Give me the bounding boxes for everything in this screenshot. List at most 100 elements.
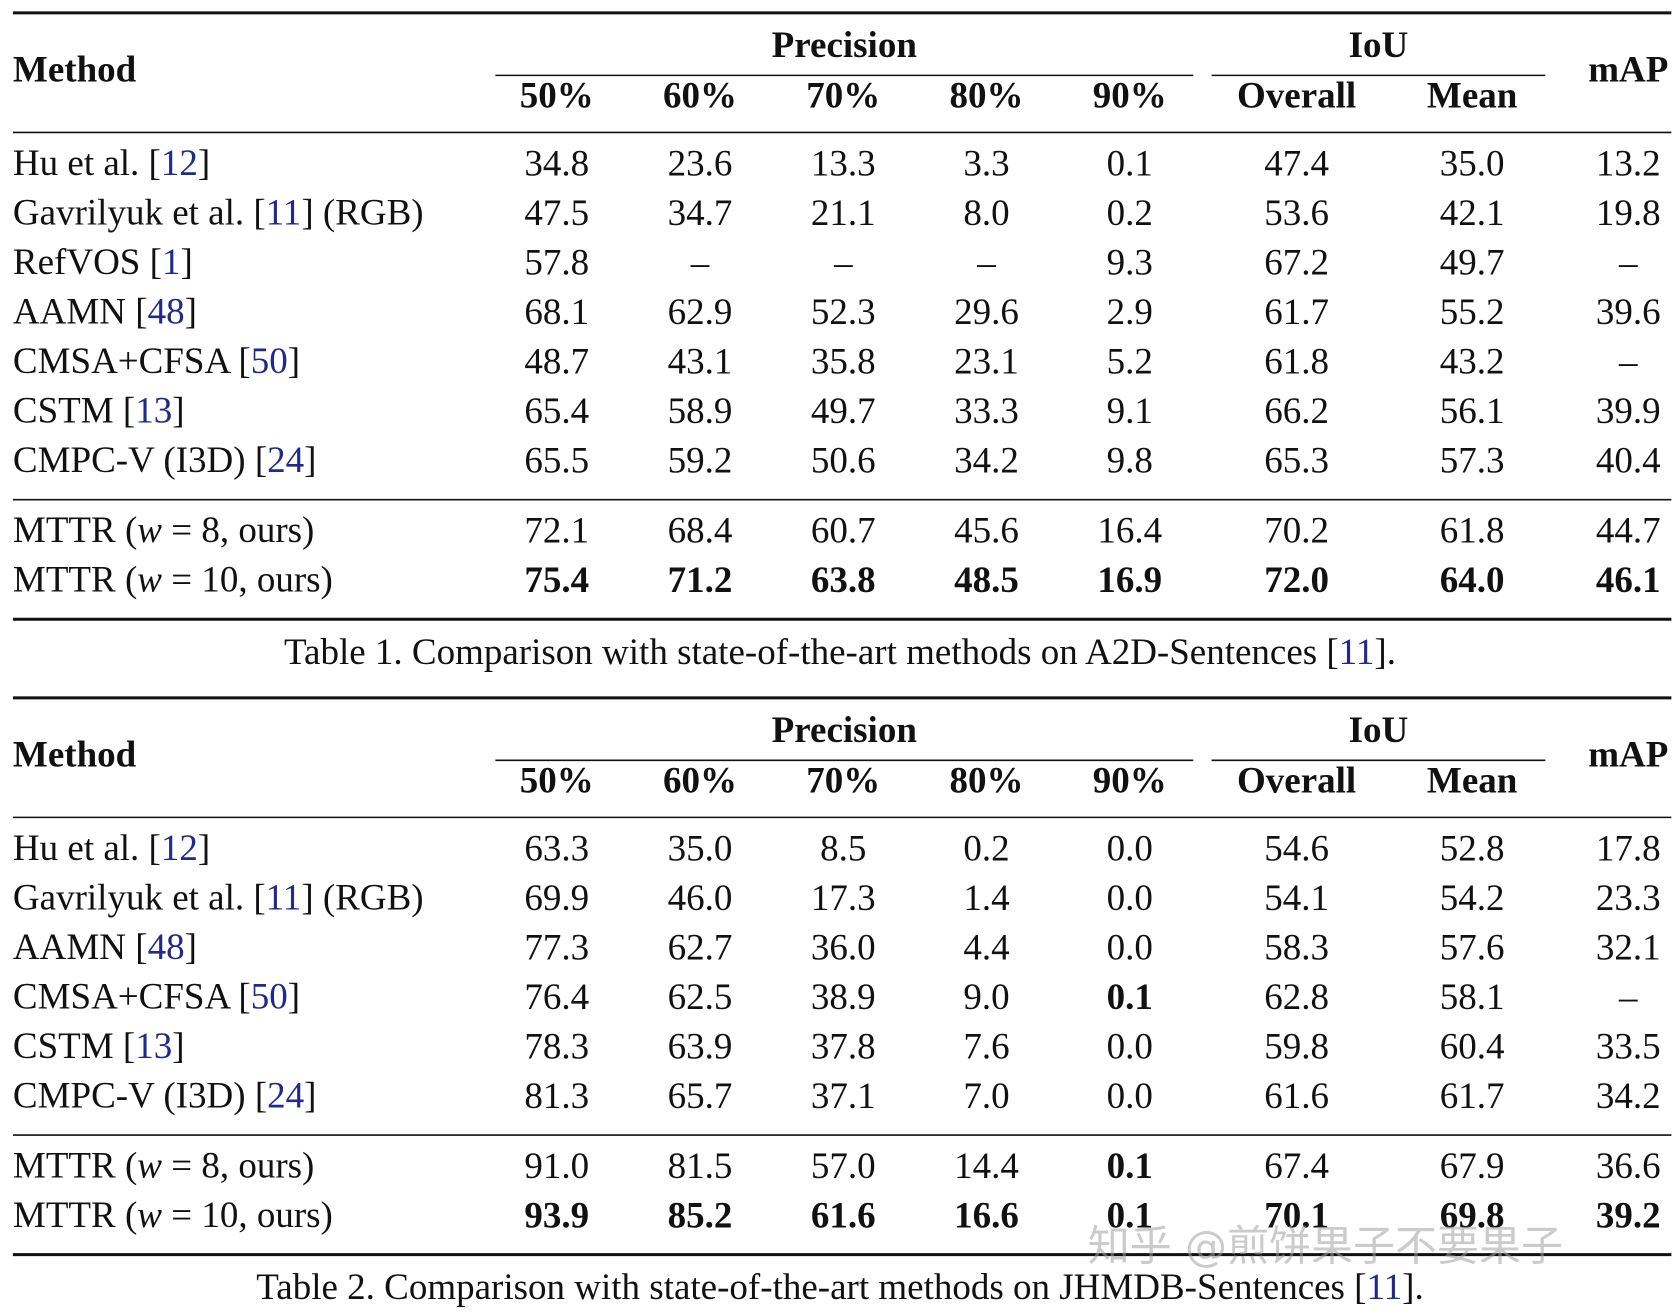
method-name: MTTR (w = 10, ours) (13, 560, 333, 601)
column-label: Mean (1427, 760, 1518, 801)
cell: – (833, 242, 853, 283)
group-label: IoU (1349, 25, 1409, 66)
cell: 52.3 (811, 292, 876, 333)
text-span: ] (198, 143, 210, 184)
text-span: Gavrilyuk et al. [ (13, 878, 266, 919)
cell: 0.0 (1107, 927, 1153, 968)
method-name: Hu et al. [12] (13, 828, 210, 869)
cell: 47.5 (524, 193, 589, 234)
cell: 35.8 (811, 342, 876, 383)
group-label: Precision (772, 25, 918, 66)
cell: 53.6 (1264, 193, 1329, 234)
cell: 9.8 (1107, 441, 1153, 482)
text-span: Hu et al. [ (13, 828, 161, 869)
cell: 34.7 (668, 193, 733, 234)
text-span: 11 (1367, 1268, 1403, 1309)
text-span: CSTM [ (13, 1026, 135, 1067)
text-span: Hu et al. [ (13, 143, 161, 184)
cell: 40.4 (1596, 441, 1661, 482)
cell: 61.7 (1440, 1076, 1505, 1117)
header-method: Method (13, 50, 137, 91)
header-method: Method (13, 735, 137, 776)
method-name: Gavrilyuk et al. [11] (RGB) (13, 878, 424, 919)
text-span: 13 (135, 391, 172, 432)
text-span: 1 (162, 242, 181, 283)
text-span: 13 (135, 1026, 172, 1067)
cell: 48.7 (524, 342, 589, 383)
text-span: 50 (251, 342, 288, 383)
method-name: CSTM [13] (13, 391, 185, 432)
text-span: ] (RGB) (301, 193, 423, 234)
text-span: AAMN [ (13, 927, 148, 968)
cell: 55.2 (1440, 292, 1505, 333)
cell: 35.0 (1440, 143, 1505, 184)
cell: 67.2 (1264, 242, 1329, 283)
cell: 70.1 (1264, 1196, 1329, 1237)
cell: 76.4 (524, 977, 589, 1018)
method-name: CMPC-V (I3D) [24] (13, 441, 317, 482)
cell: 37.1 (811, 1076, 876, 1117)
cell: 23.3 (1596, 878, 1661, 919)
text-span: ] (172, 391, 184, 432)
cell: 3.3 (963, 143, 1009, 184)
text-span: AAMN [ (13, 292, 148, 333)
method-name: CMSA+CFSA [50] (13, 977, 300, 1018)
cell: 19.8 (1596, 193, 1661, 234)
cell: 32.1 (1596, 927, 1661, 968)
cell: 46.0 (668, 878, 733, 919)
cell: 46.1 (1596, 560, 1661, 601)
method-name: MTTR (w = 10, ours) (13, 1196, 333, 1237)
column-label: 80% (949, 760, 1023, 801)
cell: 61.8 (1440, 511, 1505, 552)
method-name: Hu et al. [12] (13, 143, 210, 184)
cell: 29.6 (954, 292, 1019, 333)
cell: 33.5 (1596, 1026, 1661, 1067)
cell: 91.0 (524, 1146, 589, 1187)
cell: 44.7 (1596, 511, 1661, 552)
cell: 63.8 (811, 560, 876, 601)
cell: 23.1 (954, 342, 1019, 383)
cell: – (1618, 242, 1638, 283)
cell: 47.4 (1264, 143, 1329, 184)
column-label: 90% (1093, 76, 1167, 117)
cell: 62.9 (668, 292, 733, 333)
cell: 43.2 (1440, 342, 1505, 383)
caption: Table 2. Comparison with state-of-the-ar… (256, 1268, 1423, 1309)
cell: 54.1 (1264, 878, 1329, 919)
column-label: 50% (520, 76, 594, 117)
cell: 9.3 (1107, 242, 1153, 283)
method-name: AAMN [48] (13, 292, 197, 333)
cell: 0.0 (1107, 828, 1153, 869)
text-span: 48 (148, 292, 185, 333)
text-span: w (137, 1196, 162, 1237)
text-span: ] (304, 441, 316, 482)
cell: 1.4 (963, 878, 1009, 919)
cell: 56.1 (1440, 391, 1505, 432)
text-span: RefVOS [ (13, 242, 162, 283)
method-name: CMSA+CFSA [50] (13, 342, 300, 383)
text-span: ] (198, 828, 210, 869)
method-name: AAMN [48] (13, 927, 197, 968)
cell: 54.6 (1264, 828, 1329, 869)
cell: 38.9 (811, 977, 876, 1018)
cell: 50.6 (811, 441, 876, 482)
cell: 66.2 (1264, 391, 1329, 432)
cell: 65.7 (668, 1076, 733, 1117)
cell: 62.5 (668, 977, 733, 1018)
text-span: 11 (266, 878, 302, 919)
text-span: Table 2. Comparison with state-of-the-ar… (256, 1268, 1366, 1309)
cell: 5.2 (1107, 342, 1153, 383)
cell: 49.7 (1440, 242, 1505, 283)
cell: 36.6 (1596, 1146, 1661, 1187)
text-span: 12 (161, 828, 198, 869)
caption: Table 1. Comparison with state-of-the-ar… (284, 632, 1396, 673)
cell: 93.9 (524, 1196, 589, 1237)
header-last: mAP (1588, 50, 1668, 91)
cell: 0.2 (1107, 193, 1153, 234)
column-label: 70% (806, 76, 880, 117)
cell: 0.0 (1107, 1026, 1153, 1067)
cell: 16.4 (1097, 511, 1162, 552)
text-span: ] (304, 1076, 316, 1117)
method-name: Gavrilyuk et al. [11] (RGB) (13, 193, 424, 234)
cell: 52.8 (1440, 828, 1505, 869)
